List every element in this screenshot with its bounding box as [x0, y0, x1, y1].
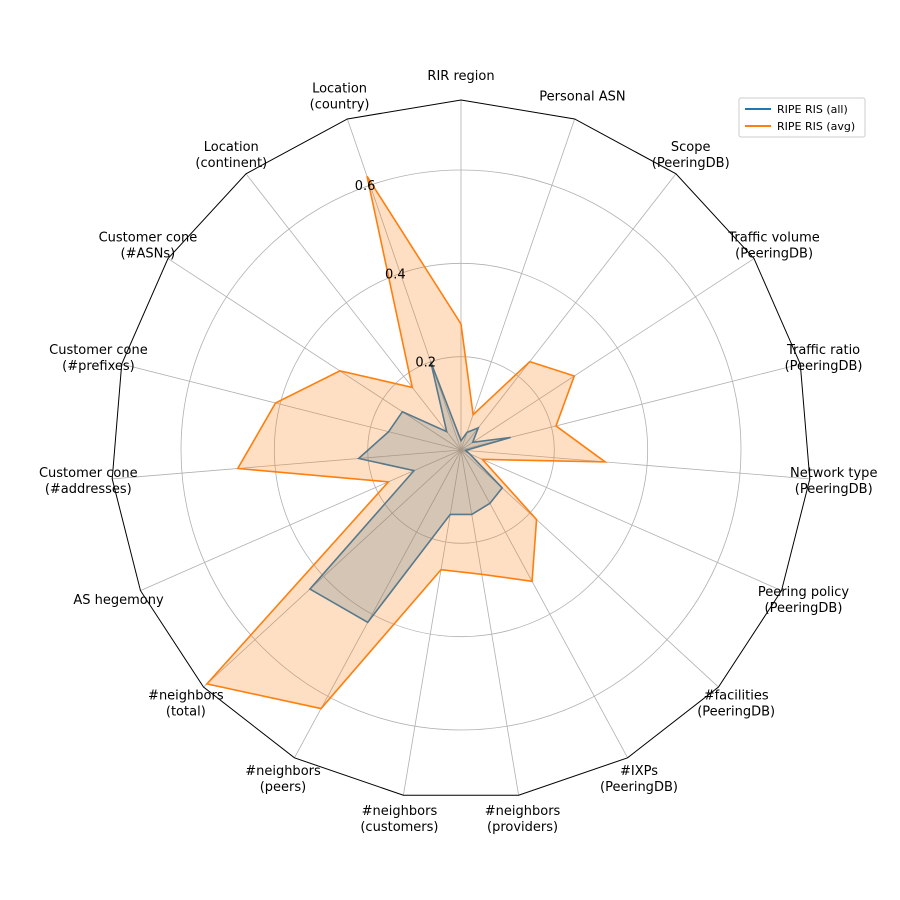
spoke-17 — [245, 173, 462, 451]
spoke-18 — [346, 118, 462, 451]
axis-label-2: Scope (PeeringDB) — [652, 140, 730, 171]
axis-label-4: Traffic ratio (PeeringDB) — [785, 343, 863, 374]
axis-label-9: #neighbors (providers) — [485, 804, 561, 835]
radial-tick-label-1: 0.4 — [385, 267, 406, 282]
axis-label-10: #neighbors (customers) — [360, 804, 438, 835]
axis-label-3: Traffic volume (PeeringDB) — [727, 230, 819, 261]
spoke-5 — [460, 449, 810, 480]
spoke-15 — [121, 363, 462, 451]
axis-label-6: Peering policy (PeeringDB) — [758, 585, 850, 616]
axis-label-11: #neighbors (peers) — [245, 764, 321, 795]
axis-labels: RIR region Personal ASN Scope (PeeringDB) Tr… — [39, 69, 877, 835]
spoke-16 — [167, 258, 462, 451]
spoke-6 — [460, 449, 782, 591]
spoke-3 — [460, 258, 755, 451]
axis-label-17: Location (continent) — [195, 140, 267, 171]
axis-label-14: Customer cone (#addresses) — [39, 466, 138, 497]
spoke-2 — [460, 173, 677, 451]
outer-frame — [111, 99, 811, 796]
legend-label-series-0: RIPE RIS (all) — [777, 103, 848, 116]
spoke-7 — [460, 449, 719, 688]
axis-label-7: #facilities (PeeringDB) — [697, 688, 775, 719]
series-fill-1 — [206, 176, 606, 709]
radial-tick-label-2: 0.6 — [355, 179, 376, 194]
radial-tick-labels: 0.2 0.4 0.6 — [355, 179, 436, 371]
legend-frame — [738, 97, 866, 138]
spoke-10 — [402, 449, 462, 796]
spoke-1 — [460, 118, 576, 451]
spoke-13 — [140, 449, 462, 591]
axis-label-5: Network type (PeeringDB) — [790, 466, 877, 497]
spoke-9 — [460, 449, 520, 796]
axis-label-18: Location (country) — [310, 81, 370, 112]
axis-label-15: Customer cone (#prefixes) — [49, 343, 148, 374]
grid-layer — [111, 99, 811, 796]
series-fill-0 — [309, 361, 511, 623]
spoke-8 — [460, 449, 628, 759]
spoke-4 — [460, 363, 801, 451]
axis-label-1: Personal ASN — [539, 89, 625, 104]
radial-tick-label-0: 0.2 — [415, 356, 436, 371]
series-layer — [205, 175, 608, 710]
spoke-14 — [112, 449, 462, 480]
axis-label-0: RIR region — [427, 69, 494, 84]
spoke-12 — [203, 449, 462, 688]
axis-label-8: #IXPs (PeeringDB) — [600, 764, 678, 795]
series-line-0 — [308, 361, 511, 624]
legend: RIPE RIS (all) RIPE RIS (avg) — [738, 97, 866, 138]
axis-label-16: Customer cone (#ASNs) — [99, 230, 198, 261]
series-line-1 — [205, 175, 608, 710]
axis-label-12: #neighbors (total) — [148, 688, 224, 719]
axis-label-13: AS hegemony — [73, 593, 164, 608]
legend-label-series-1: RIPE RIS (avg) — [777, 120, 855, 133]
